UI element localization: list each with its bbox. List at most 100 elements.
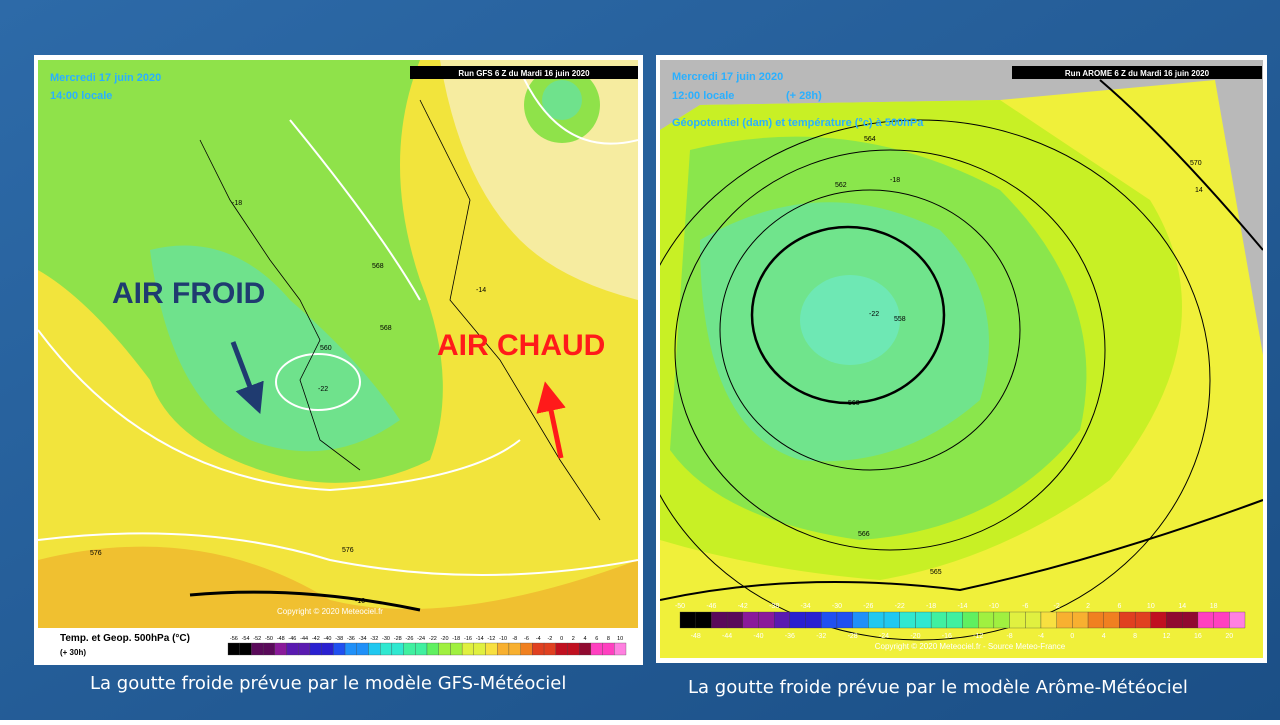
- scale-cell: [555, 642, 568, 656]
- scale-cell: [298, 642, 311, 656]
- scale-cell: [711, 611, 728, 629]
- scale-cell: [532, 642, 545, 656]
- scale-label: -16: [464, 636, 472, 642]
- scale-label: -2: [1054, 603, 1060, 610]
- lead-time: (+ 28h): [786, 90, 822, 102]
- scale-cell: [1166, 611, 1183, 629]
- contour-label: 568: [372, 263, 384, 270]
- scale-label: -24: [879, 633, 889, 640]
- scale-cell: [286, 642, 299, 656]
- scale-label: -48: [277, 636, 285, 642]
- scale-label: -26: [405, 636, 413, 642]
- scale-cell: [309, 642, 322, 656]
- scale-cell: [1040, 611, 1057, 629]
- scale-cell: [805, 611, 822, 629]
- contour-label: 576: [90, 550, 102, 557]
- scale-label: -32: [370, 636, 378, 642]
- run-label: Run AROME 6 Z du Mardi 16 juin 2020: [1065, 69, 1210, 78]
- scale-cell: [821, 611, 838, 629]
- scale-label: -38: [335, 636, 343, 642]
- scale-label: -4: [536, 636, 541, 642]
- scale-cell: [726, 611, 743, 629]
- scale-cell: [1197, 611, 1214, 629]
- scale-cell: [1056, 611, 1073, 629]
- scale-label: 2: [572, 636, 575, 642]
- scale-cell: [993, 611, 1010, 629]
- scale-label: -6: [524, 636, 529, 642]
- contour-label: -22: [318, 386, 328, 393]
- scale-label: -36: [347, 636, 355, 642]
- scale-label: -40: [324, 636, 332, 642]
- scale-label: 8: [1133, 633, 1137, 640]
- scale-label: -50: [675, 603, 685, 610]
- scale-label: -22: [429, 636, 437, 642]
- scale-label: -34: [800, 603, 810, 610]
- scale-label: -52: [253, 636, 261, 642]
- scale-cell: [695, 611, 712, 629]
- scale-label: -56: [230, 636, 238, 642]
- scale-cell: [239, 642, 252, 656]
- scale-label: -14: [476, 636, 484, 642]
- scale-label: -46: [706, 603, 716, 610]
- scale-cell: [1072, 611, 1089, 629]
- scale-label: -38: [769, 603, 779, 610]
- scale-label: -28: [394, 636, 402, 642]
- scale-cell: [915, 611, 932, 629]
- scale-cell: [450, 642, 463, 656]
- scale-label: -4: [1038, 633, 1044, 640]
- scale-label: -18: [452, 636, 460, 642]
- scale-label: -10: [989, 603, 999, 610]
- copyright: Copyright © 2020 Meteociel.fr: [277, 607, 383, 616]
- scale-cell: [227, 642, 240, 656]
- scale-label: -10: [499, 636, 507, 642]
- scale-cell: [380, 642, 393, 656]
- scale-cell: [368, 642, 381, 656]
- contour-label: -14: [476, 287, 486, 294]
- scale-cell: [1119, 611, 1136, 629]
- scale-cell: [567, 642, 580, 656]
- scale-cell: [321, 642, 334, 656]
- scale-label: 6: [1117, 603, 1121, 610]
- scale-label: 0: [560, 636, 563, 642]
- scale-cell: [579, 642, 592, 656]
- scale-cell: [262, 642, 275, 656]
- scale-cell: [333, 642, 346, 656]
- scale-cell: [868, 611, 885, 629]
- scale-label: 20: [1225, 633, 1233, 640]
- scale-cell: [461, 642, 474, 656]
- scale-cell: [497, 642, 510, 656]
- subtitle: Géopotentiel (dam) et température (°c) à…: [672, 117, 924, 129]
- scale-cell: [742, 611, 759, 629]
- scale-label: -12: [973, 633, 983, 640]
- scale-label: 4: [1102, 633, 1106, 640]
- scale-cell: [930, 611, 947, 629]
- lead-time: (+ 30h): [60, 648, 86, 657]
- contour-label: 560: [848, 400, 860, 407]
- scale-label: -40: [753, 633, 763, 640]
- scale-cell: [614, 642, 627, 656]
- caption: La goutte froide prévue par le modèle Ar…: [688, 677, 1188, 698]
- cold-air-label: AIR FROID: [112, 277, 265, 310]
- scale-cell: [836, 611, 853, 629]
- scale-label: -20: [441, 636, 449, 642]
- scale-cell: [1150, 611, 1167, 629]
- scale-cell: [415, 642, 428, 656]
- scale-cell: [426, 642, 439, 656]
- scale-label: -42: [738, 603, 748, 610]
- scale-cell: [356, 642, 369, 656]
- contour-label: 576: [342, 547, 354, 554]
- scale-label: 4: [583, 636, 586, 642]
- gfs-map: [38, 60, 638, 628]
- scale-cell: [962, 611, 979, 629]
- contour-label: 566: [858, 531, 870, 538]
- caption: La goutte froide prévue par le modèle GF…: [90, 673, 566, 694]
- scale-cell: [344, 642, 357, 656]
- scale-cell: [403, 642, 416, 656]
- scale-label: -30: [382, 636, 390, 642]
- scale-cell: [590, 642, 603, 656]
- scale-label: -26: [863, 603, 873, 610]
- date: Mercredi 17 juin 2020: [50, 72, 161, 84]
- contour-labels: 560 -22 568 576 576 -18 -14 -10 568 564 562 560 558 -…: [90, 136, 1203, 605]
- scale-label: 2: [1086, 603, 1090, 610]
